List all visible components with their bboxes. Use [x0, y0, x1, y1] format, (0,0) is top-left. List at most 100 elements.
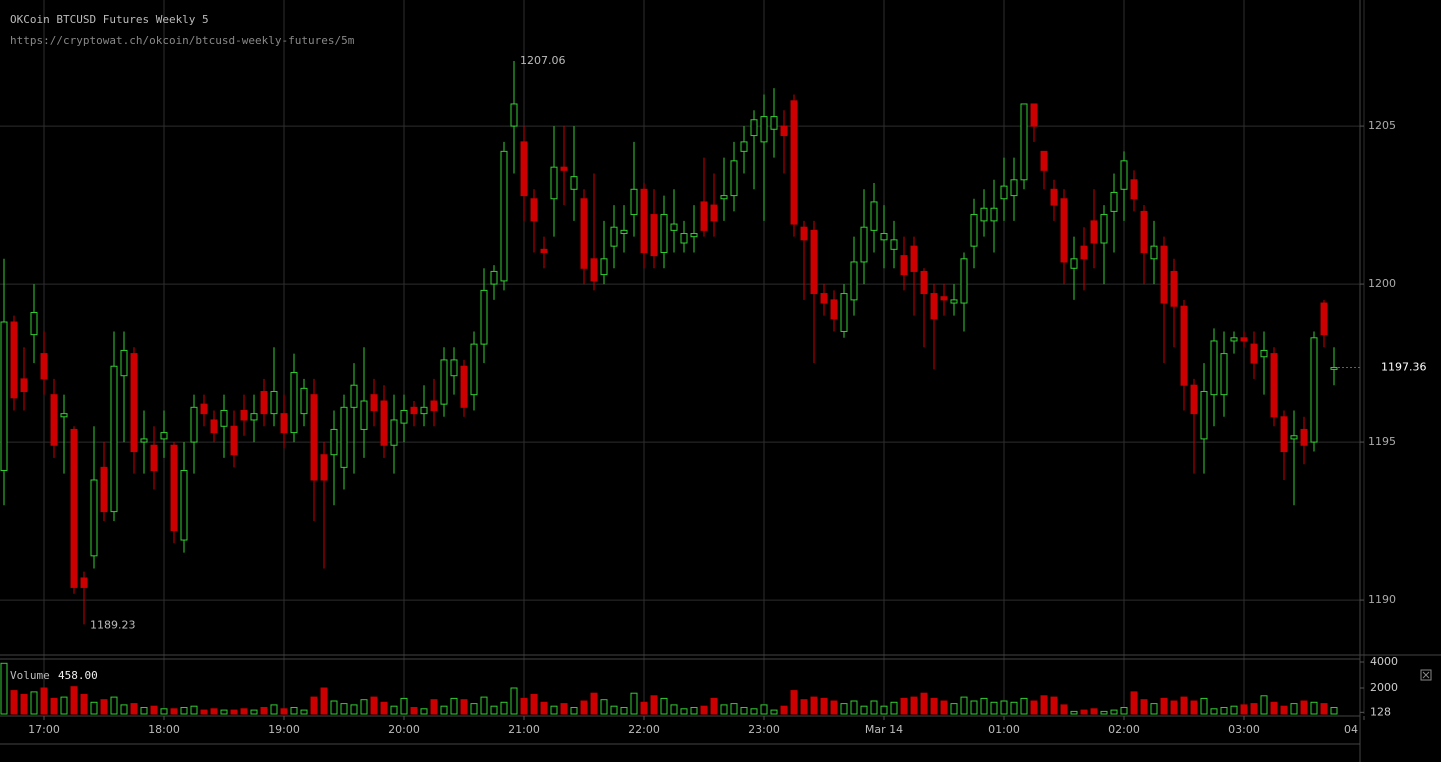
candle-body — [140, 438, 148, 443]
volume-bar — [70, 686, 78, 715]
candle-body — [30, 312, 38, 336]
candle-body — [60, 413, 68, 418]
volume-bar — [720, 704, 728, 715]
candle-body — [1120, 160, 1128, 190]
volume-bar — [620, 707, 628, 715]
x-tick-label: 17:00 — [28, 723, 60, 736]
volume-bar — [530, 694, 538, 715]
candle-body — [770, 116, 778, 130]
volume-bar — [440, 705, 448, 715]
volume-bar — [1080, 709, 1088, 715]
close-button[interactable] — [1420, 669, 1432, 681]
candle-body — [1190, 384, 1198, 415]
candle-body — [1040, 150, 1048, 171]
close-icon[interactable] — [1422, 671, 1430, 679]
volume-bar — [90, 701, 98, 715]
candle-body — [670, 223, 678, 231]
x-axis-labels: 17:00 18:00 19:00 20:00 21:00 22:00 23:00 Mar 1… — [28, 723, 1358, 736]
volume-bar — [990, 701, 998, 715]
y-tick-label: 1200 — [1368, 277, 1396, 290]
candle-body — [210, 419, 218, 434]
candle-body — [180, 470, 188, 541]
volume-bar — [1230, 705, 1238, 715]
candle-body — [1060, 198, 1068, 263]
candle-body — [260, 391, 268, 415]
volume-bar — [590, 692, 598, 715]
volume-bar — [1310, 701, 1318, 715]
candle-body — [1020, 103, 1028, 181]
candle-body — [250, 413, 258, 421]
candle-body — [1240, 337, 1248, 342]
volume-bar — [400, 697, 408, 715]
volume-bar — [220, 709, 228, 715]
volume-bar — [180, 707, 188, 715]
candle-body — [1080, 245, 1088, 260]
candle-body — [990, 207, 998, 222]
candle-body — [960, 258, 968, 304]
candle-body — [1310, 337, 1318, 443]
candle-body — [500, 150, 508, 282]
volume-bar — [730, 703, 738, 715]
volume-bar — [610, 705, 618, 715]
candle-body — [690, 233, 698, 238]
candle-body — [330, 428, 338, 456]
candle-body — [1290, 435, 1298, 440]
volume-bar — [1270, 701, 1278, 715]
candle-body — [1150, 245, 1158, 260]
volume-bar — [760, 704, 768, 715]
y-tick-label: 4000 — [1370, 655, 1398, 668]
volume-bar — [500, 701, 508, 715]
x-tick-label: 23:00 — [748, 723, 780, 736]
candle-body — [1170, 270, 1178, 307]
volume-bar — [1090, 708, 1098, 715]
candle-body — [580, 198, 588, 269]
volume-bar — [130, 703, 138, 715]
volume-bar — [570, 707, 578, 715]
candle-body — [390, 419, 398, 446]
candle-body — [10, 321, 18, 399]
y-tick-label: 128 — [1370, 705, 1391, 718]
volume-bar — [660, 697, 668, 715]
x-tick-label: 01:00 — [988, 723, 1020, 736]
x-tick-label: 22:00 — [628, 723, 660, 736]
volume-bar — [630, 692, 638, 715]
candle-body — [350, 384, 358, 408]
candle-body — [1130, 179, 1138, 200]
candle-body — [640, 188, 648, 253]
high-annotation: 1207.06 — [520, 54, 566, 67]
x-tick-label: 02:00 — [1108, 723, 1140, 736]
candle-body — [920, 270, 928, 295]
volume-bar — [940, 700, 948, 715]
volume-bar — [200, 709, 208, 715]
x-tick-label: 19:00 — [268, 723, 300, 736]
volume-bar — [100, 699, 108, 715]
candle-body — [1030, 103, 1038, 127]
candle-body — [1070, 258, 1078, 269]
volume-last: 458.00 — [58, 669, 98, 682]
candle-body — [450, 359, 458, 377]
volume-bar — [1030, 700, 1038, 715]
candle-body — [790, 100, 798, 225]
volume-bar — [230, 709, 238, 715]
volume-bar — [1180, 696, 1188, 715]
volume-title: Volume — [10, 669, 50, 682]
candle-body — [1230, 337, 1238, 342]
candle-body — [1320, 302, 1328, 336]
candle-body — [520, 141, 528, 197]
volume-bar — [650, 695, 658, 715]
volume-bar — [1210, 708, 1218, 715]
candle-body — [880, 233, 888, 241]
candle-body — [280, 413, 288, 434]
candle-body — [1260, 349, 1268, 358]
volume-bar — [550, 705, 558, 715]
x-tick-label: 04 — [1344, 723, 1358, 736]
volume-bar — [430, 699, 438, 715]
candle-body — [1000, 185, 1008, 200]
volume-bar — [1060, 704, 1068, 715]
volume-bar — [1010, 701, 1018, 715]
volume-bar — [1330, 707, 1338, 715]
volume-bar — [780, 705, 788, 715]
volume-bar — [350, 704, 358, 715]
candle-body — [1160, 245, 1168, 304]
volume-bar — [1120, 707, 1128, 715]
